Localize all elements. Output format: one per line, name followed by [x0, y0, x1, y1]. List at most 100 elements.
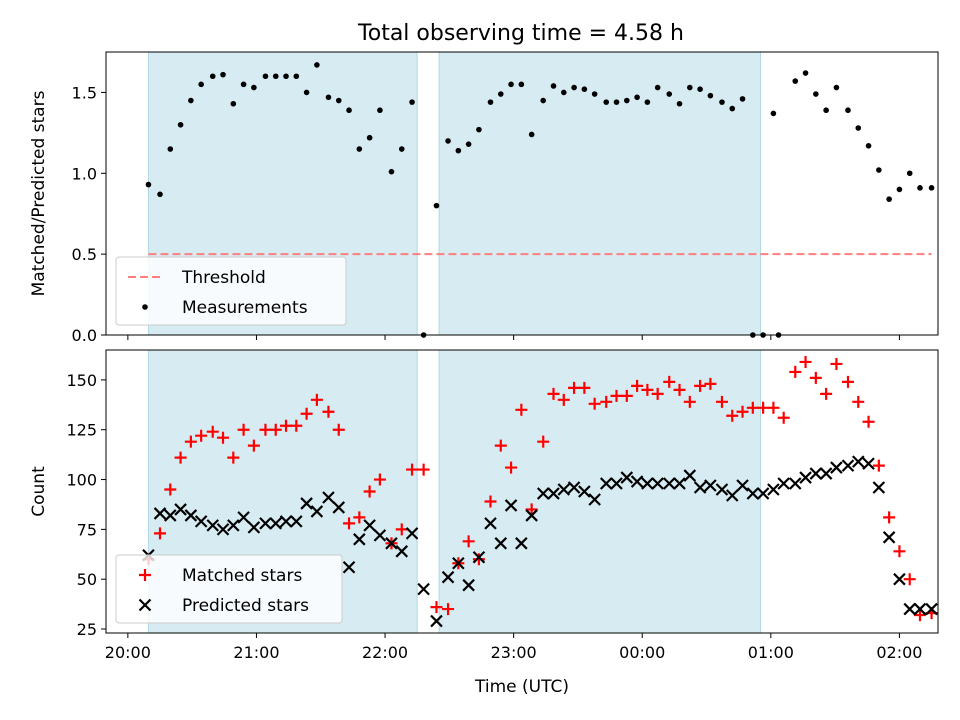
- predicted-stars-point: [588, 493, 601, 506]
- matched-stars-point: [515, 403, 528, 416]
- measurements-point: [581, 86, 588, 92]
- measurements-point: [644, 99, 651, 105]
- matched-stars-point: [353, 511, 366, 524]
- predicted-stars-point: [247, 521, 261, 534]
- measurements-point: [719, 99, 725, 105]
- predicted-stars-point: [693, 481, 707, 494]
- measurements-point: [666, 91, 673, 97]
- measurements-point: [262, 73, 269, 80]
- legend-predicted-swatch: [138, 598, 152, 612]
- predicted-stars-point: [153, 507, 167, 520]
- predicted-stars-point: [525, 509, 538, 522]
- matched-stars-point: [300, 407, 313, 420]
- predicted-stars-point: [310, 505, 324, 518]
- figure-title: Total observing time = 4.58 h: [357, 21, 684, 46]
- predicted-stars-point: [756, 487, 770, 500]
- matched-stars-point: [809, 371, 822, 384]
- measurements-point: [886, 196, 892, 202]
- bottom-marks: [142, 355, 938, 628]
- legend-label: Threshold: [181, 268, 266, 288]
- predicted-stars-point: [269, 517, 283, 530]
- measurements-point: [603, 99, 610, 105]
- measurements-point: [707, 92, 714, 99]
- predicted-stars-point: [417, 582, 430, 596]
- matched-stars-point: [820, 387, 833, 400]
- measurements-point: [303, 89, 310, 96]
- matched-stars-point: [206, 425, 219, 438]
- matched-stars-point: [442, 603, 455, 616]
- predicted-stars-point: [184, 509, 198, 522]
- predicted-stars-point: [704, 479, 717, 492]
- top-marks: [145, 62, 935, 338]
- top-panel: 0.0 0.5 1.0 1.5 Matched/Predicted stars Thr…: [29, 51, 939, 345]
- matched-stars-point: [913, 609, 926, 622]
- measurements-point: [906, 170, 913, 177]
- measurements-point: [792, 78, 799, 84]
- matched-stars-point: [343, 517, 356, 530]
- predicted-stars-point: [332, 501, 346, 514]
- matched-stars-point: [903, 573, 916, 586]
- measurements-point: [928, 185, 935, 191]
- matched-stars-point: [164, 483, 177, 496]
- predicted-stars-point: [683, 469, 697, 482]
- matched-stars-point: [767, 401, 780, 414]
- top-shaded-span: [438, 51, 762, 336]
- legend-measurements-swatch: [142, 304, 148, 310]
- legend-label: Measurements: [182, 298, 308, 318]
- matched-stars-point: [893, 545, 906, 558]
- predicted-stars-point: [567, 481, 581, 494]
- measurements-point: [687, 84, 693, 91]
- predicted-stars-point: [841, 459, 855, 472]
- matched-stars-point: [247, 439, 260, 452]
- x-tick-label: 20:00: [105, 643, 151, 662]
- matched-stars-point: [641, 383, 654, 396]
- measurements-point: [409, 99, 415, 105]
- matched-stars-point: [557, 393, 570, 406]
- x-tick-label: 02:00: [876, 643, 922, 662]
- predicted-stars-point: [164, 509, 177, 522]
- measurements-point: [634, 94, 640, 101]
- matched-stars-point: [830, 357, 843, 370]
- top-y-tick-label: 1.0: [72, 164, 97, 183]
- predicted-stars-point: [504, 499, 518, 512]
- bottom-shaded-span: [438, 349, 762, 634]
- measurements-point: [508, 81, 514, 88]
- predicted-stars-point: [363, 519, 376, 532]
- top-y-tick-label: 1.5: [72, 83, 97, 102]
- measurements-point: [240, 81, 247, 88]
- predicted-stars-point: [484, 517, 497, 530]
- measurements-point: [676, 100, 683, 107]
- matched-stars-point: [269, 423, 282, 436]
- predicted-stars-point: [373, 529, 387, 542]
- legend-label: Predicted stars: [182, 596, 309, 616]
- predicted-stars-point: [227, 519, 240, 532]
- matched-stars-point: [525, 503, 538, 516]
- matched-stars-point: [862, 415, 875, 428]
- matched-stars-point: [872, 459, 885, 472]
- predicted-stars-point: [342, 560, 356, 574]
- predicted-stars-point: [536, 487, 550, 500]
- measurements-point: [654, 84, 661, 91]
- matched-stars-point: [746, 401, 759, 414]
- measurements-point: [356, 146, 363, 152]
- matched-stars-point: [841, 375, 854, 388]
- measurements-point: [377, 107, 383, 114]
- bottom-y-tick-label: 25: [77, 620, 97, 639]
- bottom-y-tick-label: 100: [66, 471, 97, 490]
- measurements-point: [624, 97, 630, 104]
- measurements-point: [433, 202, 440, 209]
- predicted-stars-point: [472, 550, 486, 564]
- measurements-point: [770, 110, 777, 117]
- predicted-stars-point: [452, 556, 465, 570]
- measurements-point: [272, 73, 279, 80]
- predicted-stars-point: [206, 519, 220, 532]
- predicted-stars-point: [830, 461, 843, 474]
- bottom-legend-box: [115, 554, 343, 624]
- measurements-point: [445, 138, 451, 144]
- matched-stars-point: [154, 527, 167, 540]
- predicted-stars-point: [641, 477, 654, 490]
- matched-stars-point: [237, 423, 250, 436]
- measurements-point: [729, 105, 736, 112]
- predicted-stars-point: [441, 570, 455, 584]
